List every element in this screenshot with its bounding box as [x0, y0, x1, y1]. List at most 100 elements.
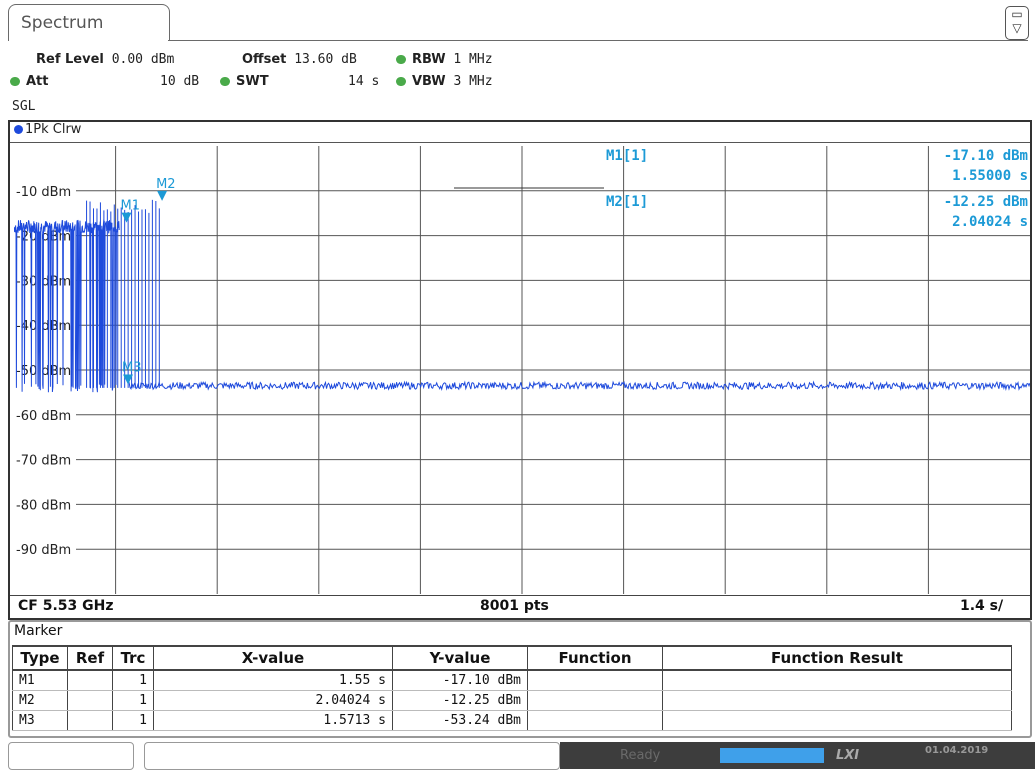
ref-level-value: 0.00 dBm	[111, 52, 175, 67]
col-function: Function	[527, 645, 663, 671]
readout-marker-name: M1[1]	[606, 148, 648, 164]
rbw-value: 1 MHz	[453, 52, 493, 67]
marker-m2-symbol	[157, 190, 168, 201]
ready-status: Ready	[620, 748, 661, 763]
marker-y-value: -53.24 dBm	[392, 710, 528, 731]
status-date: 01.04.2019	[925, 745, 989, 756]
marker-function-result	[662, 670, 1012, 691]
marker-table-header: Type Ref Trc X-value Y-value Function Fu…	[12, 645, 1012, 671]
ytick-label: -60 dBm	[16, 409, 71, 424]
marker-m3-label: M3	[122, 361, 142, 376]
swt-value: 14 s	[348, 74, 380, 89]
marker-x-value: 2.04024 s	[153, 690, 393, 711]
spectrum-tab-label: Spectrum	[21, 13, 104, 33]
marker-y-value: -12.25 dBm	[392, 690, 528, 711]
ytick-label: -10 dBm	[16, 185, 71, 200]
readout-marker-y: -17.10 dBm	[944, 148, 1028, 164]
marker-x-value: 1.55 s	[153, 670, 393, 691]
plot-footer: CF 5.53 GHz 8001 pts 1.4 s/	[10, 595, 1030, 619]
att-status-icon	[10, 77, 20, 86]
marker-m2-label: M2	[156, 177, 176, 192]
col-trc: Trc	[112, 645, 154, 671]
ref-level-setting[interactable]: Ref Level 0.00 dBm	[36, 52, 174, 67]
marker-function	[527, 670, 663, 691]
ytick-label-bg	[14, 362, 76, 378]
table-row[interactable]: M2 1 2.04024 s -12.25 dBm	[12, 690, 1012, 711]
readout-marker-x: 1.55000 s	[952, 168, 1028, 184]
col-ref: Ref	[67, 645, 113, 671]
vbw-setting[interactable]: VBW 3 MHz	[396, 74, 493, 89]
att-label: Att	[26, 74, 49, 89]
status-field-left[interactable]	[8, 742, 134, 770]
ytick-label-bg	[14, 541, 76, 558]
col-y-value: Y-value	[392, 645, 528, 671]
ytick-label-bg	[14, 317, 76, 334]
marker-trace: 1	[112, 690, 154, 711]
swt-status-icon	[220, 77, 230, 86]
att-setting[interactable]: Att	[10, 74, 49, 89]
marker-x-value: 1.5713 s	[153, 710, 393, 731]
col-function-result: Function Result	[662, 645, 1012, 671]
ref-level-label: Ref Level	[36, 52, 104, 67]
marker-y-value: -17.10 dBm	[392, 670, 528, 691]
att-value: 10 dB	[160, 74, 200, 89]
progress-indicator	[720, 748, 824, 763]
vbw-value: 3 MHz	[453, 74, 493, 89]
ytick-label: -70 dBm	[16, 454, 71, 469]
marker-table-title: Marker	[14, 623, 63, 639]
swt-setting[interactable]: SWT	[220, 74, 269, 89]
ytick-label-bg	[14, 182, 76, 199]
marker-function	[527, 690, 663, 711]
marker-function-result	[662, 690, 1012, 711]
lxi-icon: LXI	[836, 748, 860, 763]
marker-trace: 1	[112, 670, 154, 691]
trace-label[interactable]: 1Pk Clrw	[14, 122, 81, 137]
vbw-status-icon	[396, 77, 406, 86]
marker-m1-label: M1	[120, 199, 140, 214]
offset-setting[interactable]: Offset 13.60 dB	[242, 52, 357, 67]
tab-divider	[168, 40, 1028, 41]
marker-type: M1	[12, 670, 68, 691]
center-frequency: CF 5.53 GHz	[18, 598, 114, 614]
swt-label: SWT	[236, 74, 269, 89]
marker-table: Type Ref Trc X-value Y-value Function Fu…	[12, 645, 1012, 731]
ytick-label-bg	[14, 496, 76, 513]
col-type: Type	[12, 645, 68, 671]
table-row[interactable]: M1 1 1.55 s -17.10 dBm	[12, 670, 1012, 691]
trace-noise-floor	[127, 380, 1030, 392]
rbw-status-icon	[396, 55, 406, 64]
marker-ref	[67, 690, 113, 711]
marker-table-panel	[8, 620, 1032, 738]
spectrum-tab[interactable]: Spectrum	[8, 4, 170, 41]
ytick-label-bg	[14, 272, 76, 289]
table-row[interactable]: M3 1 1.5713 s -53.24 dBm	[12, 710, 1012, 731]
sweep-mode: SGL	[12, 99, 36, 114]
spectrum-plot-frame	[8, 120, 1032, 620]
rbw-setting[interactable]: RBW 1 MHz	[396, 52, 493, 67]
col-x-value: X-value	[153, 645, 393, 671]
ytick-label: -90 dBm	[16, 543, 71, 558]
readout-marker-name: M2[1]	[606, 194, 648, 210]
hardware-settings-icon[interactable]: ▭ ▽	[1005, 6, 1029, 40]
marker-ref	[67, 710, 113, 731]
sweep-points: 8001 pts	[480, 598, 549, 614]
status-message-field[interactable]	[144, 742, 560, 770]
ytick-label-bg	[14, 406, 76, 423]
offset-value: 13.60 dB	[294, 52, 357, 67]
marker-function	[527, 710, 663, 731]
spectrum-trace-plot[interactable]: -10 dBm-20 dBm-30 dBm-40 dBm-50 dBm-60 d…	[14, 146, 1030, 594]
readout-marker-x: 2.04024 s	[952, 214, 1028, 230]
marker-type: M3	[12, 710, 68, 731]
trace-burst-segment	[14, 219, 120, 393]
marker-ref	[67, 670, 113, 691]
ytick-label-bg	[14, 451, 76, 468]
trace-label-text: 1Pk Clrw	[25, 122, 82, 137]
offset-label: Offset	[242, 52, 287, 67]
trace-indicator-icon	[14, 125, 23, 134]
rbw-label: RBW	[412, 52, 446, 67]
vbw-label: VBW	[412, 74, 446, 89]
marker-m3-symbol	[123, 374, 134, 385]
marker-function-result	[662, 710, 1012, 731]
trace-label-divider	[10, 142, 1030, 143]
marker-trace: 1	[112, 710, 154, 731]
